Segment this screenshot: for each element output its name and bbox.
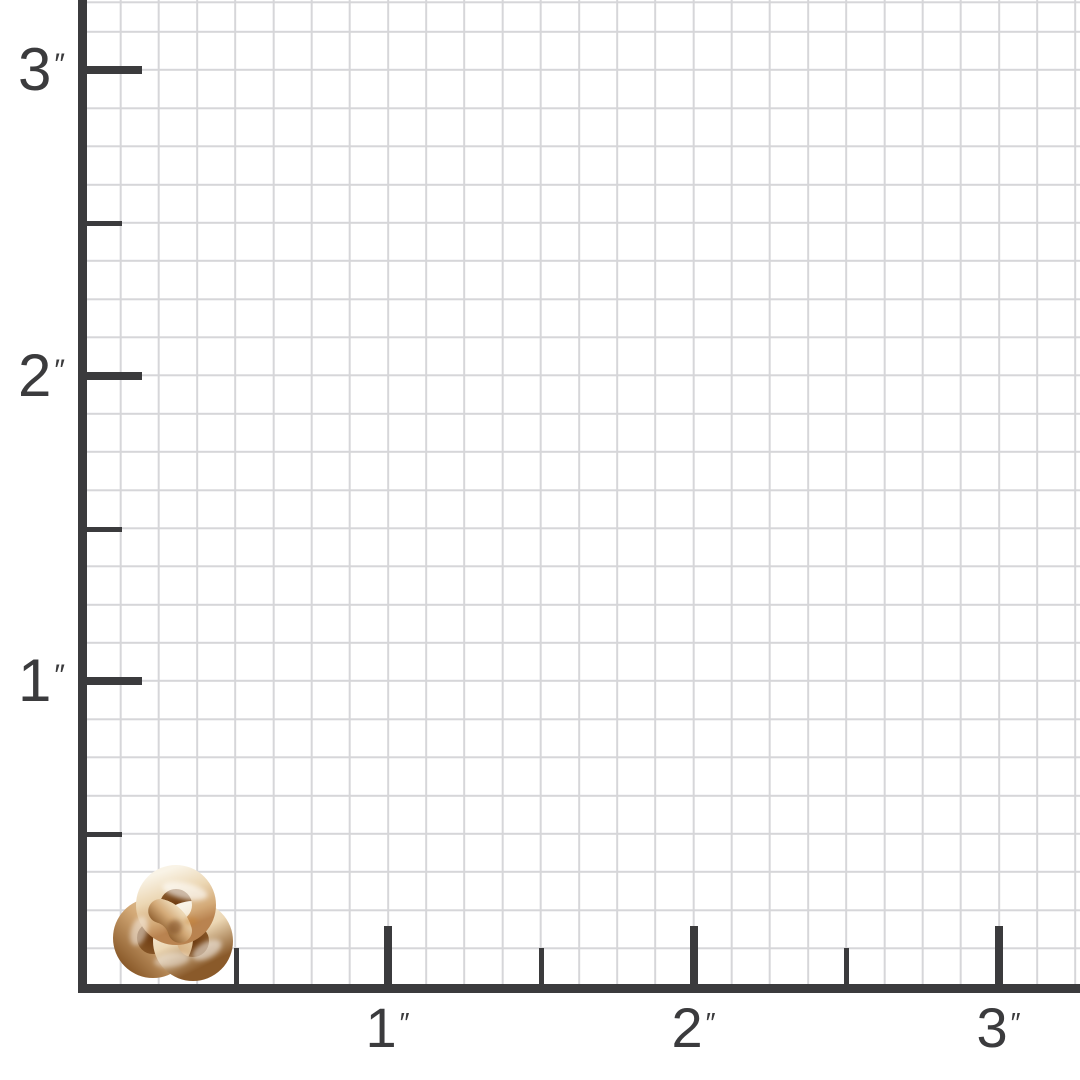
- knot-crevice-shadow: [168, 920, 182, 934]
- y-major-tick-2in: [80, 372, 142, 380]
- x-axis-label-2in: 2 ″: [671, 1000, 716, 1056]
- knot-highlight: [162, 881, 208, 901]
- knot-rings: [113, 865, 233, 981]
- x-half-tick-1p5in: [539, 948, 544, 984]
- measurement-grid: [87, 0, 1080, 984]
- y-half-tick-2p5in: [80, 221, 122, 226]
- knot-highlight: [154, 952, 190, 968]
- y-axis-label-2in: 2 ″: [18, 346, 66, 406]
- knot-highlight: [192, 939, 222, 961]
- y-axis-label-3in-value: 3: [18, 36, 52, 103]
- knot-warm-reflection: [184, 917, 198, 925]
- y-axis-label-2in-value: 2: [18, 342, 52, 409]
- inch-mark: ″: [1010, 1006, 1022, 1038]
- knot-highlight: [130, 916, 148, 946]
- y-axis-label-1in: 1 ″: [18, 651, 66, 711]
- y-major-tick-1in: [80, 677, 142, 685]
- inch-mark: ″: [54, 353, 66, 387]
- x-half-tick-0p5in: [234, 948, 239, 984]
- x-major-tick-3in: [995, 926, 1003, 984]
- y-half-tick-0p5in: [80, 832, 122, 837]
- inch-mark: ″: [399, 1006, 411, 1038]
- vertical-ruler-axis: [78, 0, 87, 993]
- y-axis-label-3in: 3 ″: [18, 40, 66, 100]
- x-axis-label-1in-value: 1: [365, 996, 397, 1059]
- y-half-tick-1p5in: [80, 527, 122, 532]
- y-axis-label-1in-value: 1: [18, 647, 52, 714]
- x-axis-label-3in: 3 ″: [976, 1000, 1021, 1056]
- inch-mark: ″: [54, 47, 66, 81]
- x-major-tick-1in: [384, 926, 392, 984]
- x-major-tick-2in: [690, 926, 698, 984]
- inch-mark: ″: [705, 1006, 717, 1038]
- inch-mark: ″: [54, 658, 66, 692]
- x-half-tick-2p5in: [844, 948, 849, 984]
- y-major-tick-3in: [80, 66, 142, 74]
- gold-knot-earring-image: [113, 865, 233, 981]
- horizontal-ruler-axis: [78, 984, 1080, 993]
- x-axis-label-3in-value: 3: [976, 996, 1008, 1059]
- x-axis-label-1in: 1 ″: [365, 1000, 410, 1056]
- x-axis-label-2in-value: 2: [671, 996, 703, 1059]
